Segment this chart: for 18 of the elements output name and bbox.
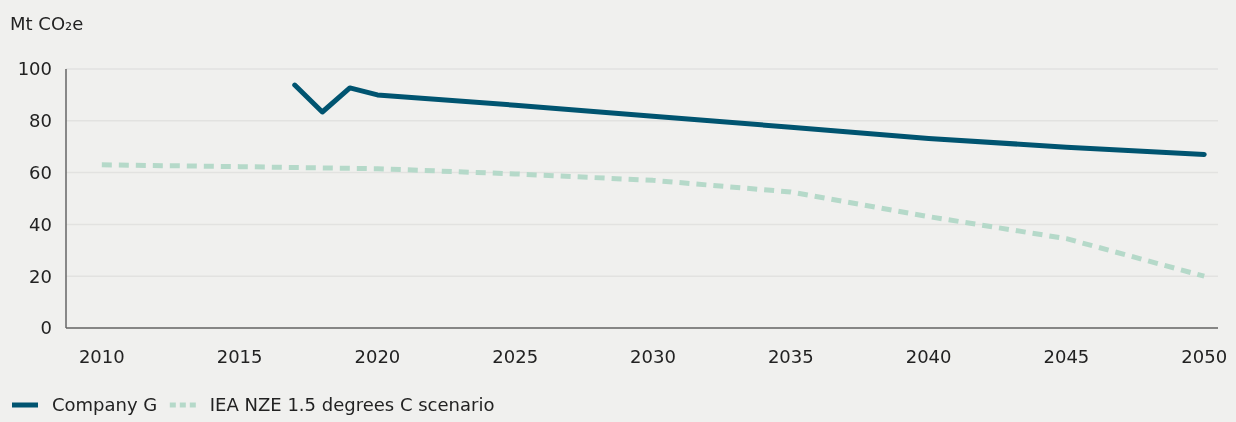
y-tick-label: 0 <box>40 317 52 339</box>
x-tick-label: 2015 <box>216 346 263 367</box>
x-tick-label: 2010 <box>78 346 125 367</box>
x-tick-label: 2045 <box>1043 346 1090 367</box>
x-tick-label: 2040 <box>905 346 952 367</box>
legend-label: IEA NZE 1.5 degrees C scenario <box>209 394 495 415</box>
x-tick-label: 2030 <box>630 346 676 367</box>
y-tick-label: 20 <box>29 265 52 287</box>
y-tick-label: 60 <box>29 161 52 183</box>
x-tick-label: 2050 <box>1181 346 1228 367</box>
y-axis-title: Mt CO₂e <box>10 13 84 34</box>
x-tick-label: 2025 <box>492 346 539 367</box>
legend-label: Company G <box>52 394 158 415</box>
y-tick-label: 80 <box>29 110 52 132</box>
x-tick-label: 2020 <box>354 346 401 367</box>
x-tick-label: 2035 <box>767 346 814 367</box>
y-tick-label: 100 <box>17 58 52 80</box>
y-tick-label: 40 <box>29 213 52 235</box>
